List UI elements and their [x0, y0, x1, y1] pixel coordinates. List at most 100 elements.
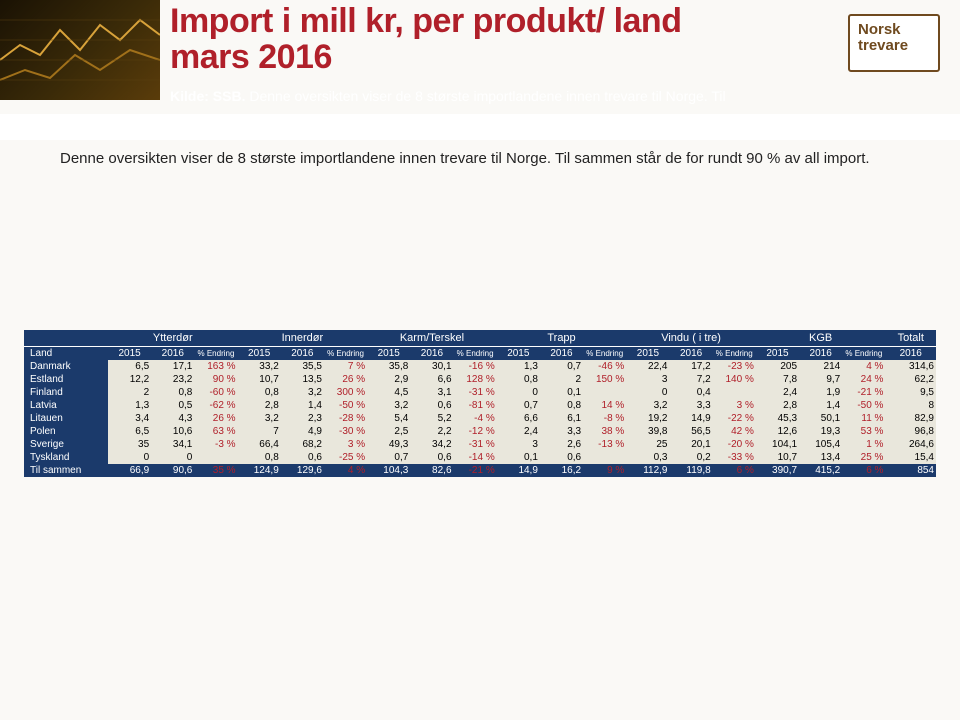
- data-cell: 4,9: [281, 425, 324, 438]
- data-cell: 53 %: [842, 425, 885, 438]
- data-cell: -12 %: [454, 425, 497, 438]
- yh: % Endring: [324, 347, 367, 361]
- data-cell: 7: [238, 425, 281, 438]
- data-cell: 34,2: [410, 438, 453, 451]
- data-cell: 10,6: [151, 425, 194, 438]
- data-cell: 13,4: [799, 451, 842, 464]
- data-cell: 128 %: [454, 373, 497, 386]
- data-cell: 0,4: [669, 386, 712, 399]
- yh: 2015: [238, 347, 281, 361]
- data-cell: 3 %: [324, 438, 367, 451]
- data-cell: -22 %: [713, 412, 756, 425]
- data-cell: 2: [540, 373, 583, 386]
- data-cell: 119,8: [669, 464, 712, 477]
- land-header: Land: [24, 347, 108, 361]
- data-cell: 3,3: [669, 399, 712, 412]
- data-cell: 4,5: [367, 386, 410, 399]
- data-cell: 9,7: [799, 373, 842, 386]
- data-cell: 140 %: [713, 373, 756, 386]
- data-cell: 0: [108, 451, 151, 464]
- data-cell: 150 %: [583, 373, 626, 386]
- category-header-row: Ytterdør Innerdør Karm/Terskel Trapp Vin…: [24, 330, 936, 347]
- data-cell: 390,7: [756, 464, 799, 477]
- total-cell: 82,9: [885, 412, 936, 425]
- data-cell: 7 %: [324, 360, 367, 373]
- data-cell: 6 %: [842, 464, 885, 477]
- data-cell: 0,8: [540, 399, 583, 412]
- page-title: Import i mill kr, per produkt/ land mars…: [170, 4, 681, 75]
- data-cell: 2,5: [367, 425, 410, 438]
- data-cell: 0,3: [626, 451, 669, 464]
- cat-karm: Karm/Terskel: [367, 330, 497, 347]
- yh: % Endring: [454, 347, 497, 361]
- data-cell: 50,1: [799, 412, 842, 425]
- data-cell: -81 %: [454, 399, 497, 412]
- data-cell: 45,3: [756, 412, 799, 425]
- yh: 2016: [540, 347, 583, 361]
- data-cell: -8 %: [583, 412, 626, 425]
- data-cell: 13,5: [281, 373, 324, 386]
- total-cell: 8: [885, 399, 936, 412]
- table-row: Danmark6,517,1163 %33,235,57 %35,830,1-1…: [24, 360, 936, 373]
- data-cell: 4 %: [324, 464, 367, 477]
- data-cell: 124,9: [238, 464, 281, 477]
- data-cell: 0: [626, 386, 669, 399]
- data-cell: 4,3: [151, 412, 194, 425]
- data-cell: 7,8: [756, 373, 799, 386]
- data-cell: -21 %: [842, 386, 885, 399]
- data-cell: 25 %: [842, 451, 885, 464]
- data-cell: 3: [497, 438, 540, 451]
- data-cell: 0: [151, 451, 194, 464]
- data-cell: 2,4: [756, 386, 799, 399]
- data-cell: 24 %: [842, 373, 885, 386]
- yh: 2016: [281, 347, 324, 361]
- data-cell: 1,3: [497, 360, 540, 373]
- table-row: Finland20,8-60 %0,83,2300 %4,53,1-31 %00…: [24, 386, 936, 399]
- country-cell: Latvia: [24, 399, 108, 412]
- data-cell: 0,6: [540, 451, 583, 464]
- total-cell: 62,2: [885, 373, 936, 386]
- data-cell: -50 %: [842, 399, 885, 412]
- country-cell: Sverige: [24, 438, 108, 451]
- data-cell: 10,7: [756, 451, 799, 464]
- data-cell: 34,1: [151, 438, 194, 451]
- data-cell: -31 %: [454, 438, 497, 451]
- data-cell: 35: [108, 438, 151, 451]
- data-cell: 2,8: [238, 399, 281, 412]
- kilde-label: Kilde: SSB.: [170, 88, 245, 104]
- brand-logo: Norsk trevare: [848, 14, 940, 72]
- data-cell: 104,1: [756, 438, 799, 451]
- data-cell: 35,5: [281, 360, 324, 373]
- data-cell: 0,8: [497, 373, 540, 386]
- data-cell: 17,2: [669, 360, 712, 373]
- data-cell: 6,6: [410, 373, 453, 386]
- data-cell: 129,6: [281, 464, 324, 477]
- country-cell: Estland: [24, 373, 108, 386]
- data-cell: -25 %: [324, 451, 367, 464]
- data-cell: -23 %: [713, 360, 756, 373]
- yh: 2016: [669, 347, 712, 361]
- data-cell: 42 %: [713, 425, 756, 438]
- data-cell: 0,7: [497, 399, 540, 412]
- data-cell: 35,8: [367, 360, 410, 373]
- data-cell: 3,2: [238, 412, 281, 425]
- yh: % Endring: [194, 347, 237, 361]
- data-cell: 2,2: [410, 425, 453, 438]
- data-cell: 10,7: [238, 373, 281, 386]
- data-cell: 0,8: [238, 451, 281, 464]
- data-cell: 20,1: [669, 438, 712, 451]
- table-row: Litauen3,44,326 %3,22,3-28 %5,45,2-4 %6,…: [24, 412, 936, 425]
- data-cell: 39,8: [626, 425, 669, 438]
- yh: 2016: [799, 347, 842, 361]
- data-cell: 1,3: [108, 399, 151, 412]
- data-cell: 104,3: [367, 464, 410, 477]
- data-cell: -62 %: [194, 399, 237, 412]
- data-cell: 3,2: [281, 386, 324, 399]
- data-cell: -31 %: [454, 386, 497, 399]
- country-cell: Finland: [24, 386, 108, 399]
- data-cell: 0,6: [410, 451, 453, 464]
- yh: % Endring: [583, 347, 626, 361]
- data-cell: [194, 451, 237, 464]
- table-row: Sverige3534,1-3 %66,468,23 %49,334,2-31 …: [24, 438, 936, 451]
- data-cell: 2,8: [756, 399, 799, 412]
